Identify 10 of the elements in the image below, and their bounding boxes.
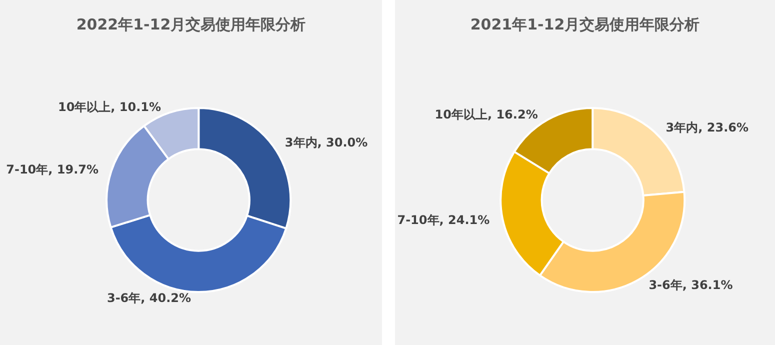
slice-label: 3年内, 23.6% [666,120,748,135]
slice-label: 10年以上, 16.2% [434,107,538,122]
slice-label: 3-6年, 40.2% [106,291,192,305]
slice-label: 3-6年, 36.1% [648,278,733,292]
slice-label: 10年以上, 10.1% [58,100,162,114]
chart-title: 2021年1-12月交易使用年限分析 [470,16,700,34]
chart-title: 2022年1-12月交易使用年限分析 [76,16,306,34]
slice-label: 3年内, 30.0% [284,135,368,150]
slice-label: 7-10年, 24.1% [397,212,490,227]
slice-label: 7-10年, 19.7% [6,162,99,176]
